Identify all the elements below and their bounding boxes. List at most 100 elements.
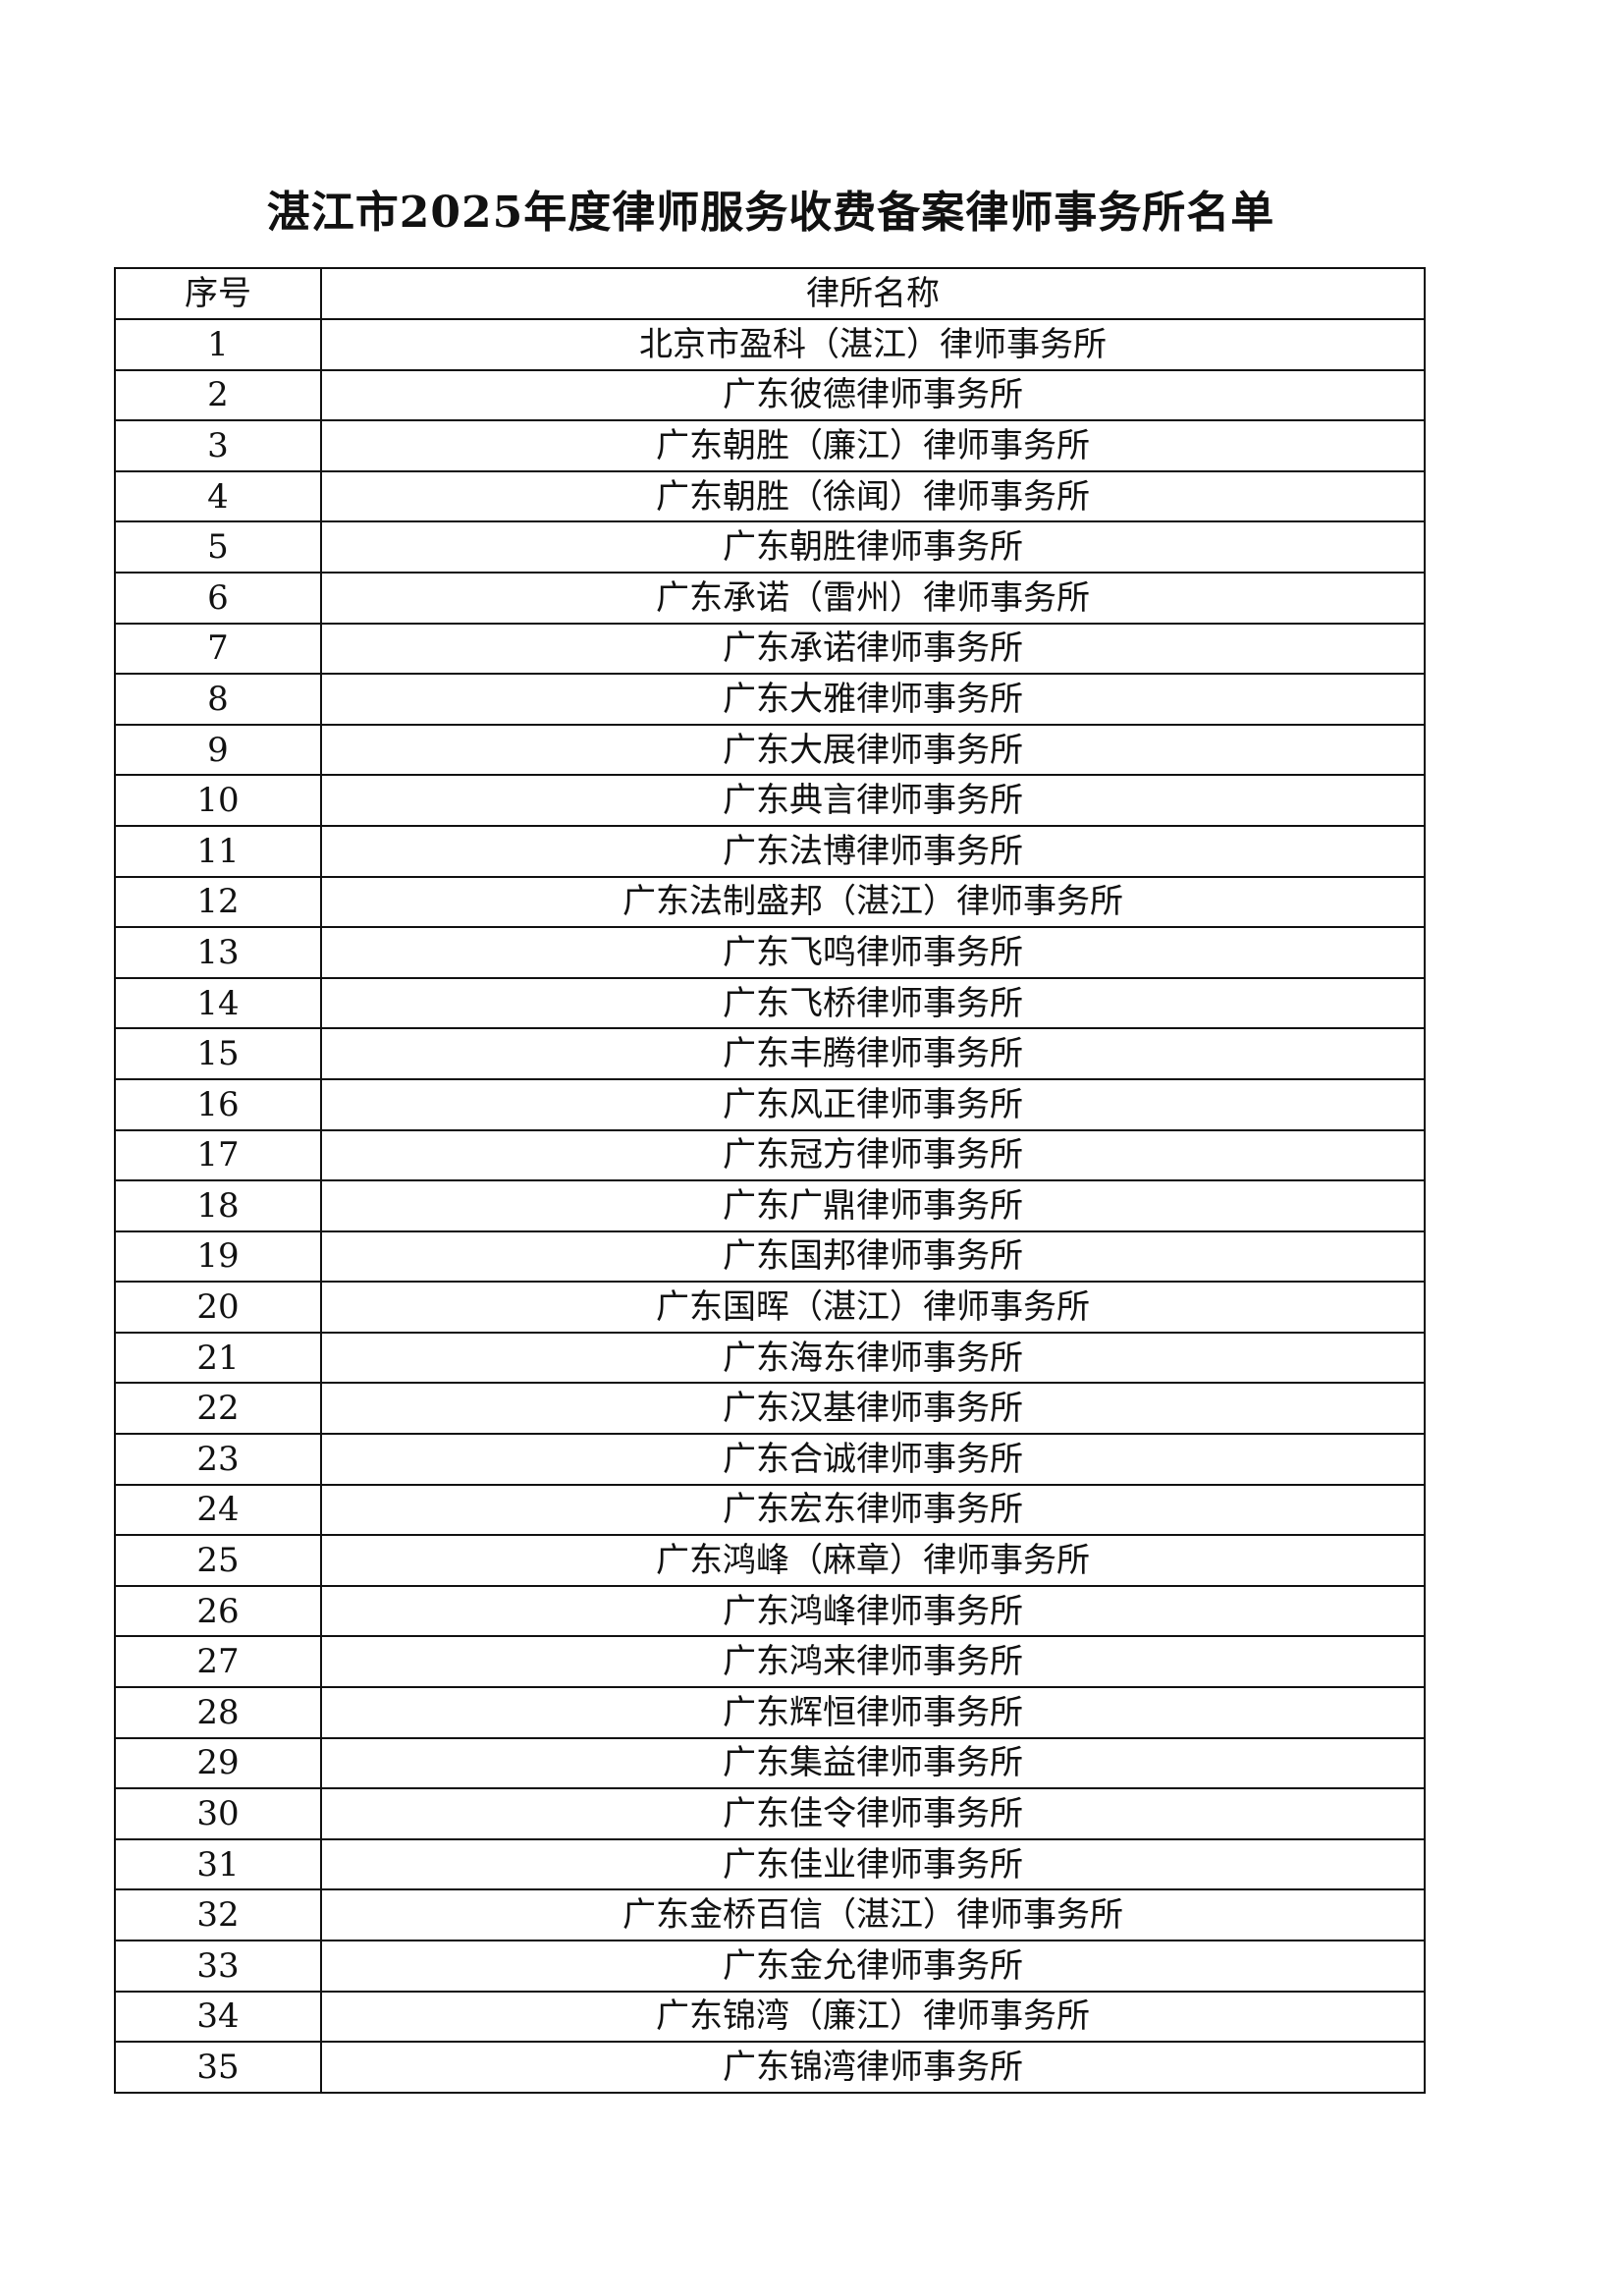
row-firm-name: 广东国晖（湛江）律师事务所 [320, 1281, 1426, 1334]
row-firm-name: 广东朝胜（徐闻）律师事务所 [320, 469, 1426, 523]
row-index: 6 [114, 571, 322, 625]
table-row: 18 广东广鼎律师事务所 [114, 1179, 1426, 1232]
row-index: 9 [114, 723, 322, 777]
table-row: 8 广东大雅律师事务所 [114, 673, 1426, 726]
row-firm-name: 广东法博律师事务所 [320, 824, 1426, 878]
row-firm-name: 北京市盈科（湛江）律师事务所 [320, 318, 1426, 371]
row-firm-name: 广东合诚律师事务所 [320, 1433, 1426, 1486]
row-index: 26 [114, 1584, 322, 1638]
table-row: 28 广东辉恒律师事务所 [114, 1686, 1426, 1739]
row-index: 32 [114, 1888, 322, 1941]
table-row: 16 广东风正律师事务所 [114, 1077, 1426, 1131]
row-firm-name: 广东锦湾（廉江）律师事务所 [320, 1990, 1426, 2044]
table-row: 33 广东金允律师事务所 [114, 1940, 1426, 1993]
row-firm-name: 广东海东律师事务所 [320, 1331, 1426, 1385]
row-firm-name: 广东朝胜律师事务所 [320, 520, 1426, 574]
table-row: 12 广东法制盛邦（湛江）律师事务所 [114, 875, 1426, 929]
row-index: 13 [114, 926, 322, 979]
document-title: 湛江市2025年度律师服务收费备案律师事务所名单 [266, 188, 1275, 238]
row-index: 19 [114, 1230, 322, 1284]
row-firm-name: 广东飞鸣律师事务所 [320, 926, 1426, 979]
table-row: 20 广东国晖（湛江）律师事务所 [114, 1281, 1426, 1334]
row-index: 2 [114, 368, 322, 422]
row-index: 28 [114, 1686, 322, 1739]
table-row: 11 广东法博律师事务所 [114, 824, 1426, 878]
row-index: 20 [114, 1281, 322, 1334]
table-row: 1 北京市盈科（湛江）律师事务所 [114, 318, 1426, 371]
table-row: 26 广东鸿峰律师事务所 [114, 1584, 1426, 1638]
row-index: 15 [114, 1027, 322, 1080]
table-row: 30 广东佳令律师事务所 [114, 1787, 1426, 1840]
row-index: 25 [114, 1534, 322, 1587]
row-firm-name: 广东承诺律师事务所 [320, 622, 1426, 676]
row-index: 5 [114, 520, 322, 574]
table-row: 24 广东宏东律师事务所 [114, 1483, 1426, 1537]
table-row: 25 广东鸿峰（麻章）律师事务所 [114, 1534, 1426, 1587]
row-firm-name: 广东冠方律师事务所 [320, 1128, 1426, 1182]
table-row: 22 广东汉基律师事务所 [114, 1382, 1426, 1436]
table-row: 19 广东国邦律师事务所 [114, 1230, 1426, 1284]
row-firm-name: 广东飞桥律师事务所 [320, 976, 1426, 1030]
row-firm-name: 广东宏东律师事务所 [320, 1483, 1426, 1537]
row-firm-name: 广东鸿来律师事务所 [320, 1635, 1426, 1689]
row-firm-name: 广东佳令律师事务所 [320, 1787, 1426, 1840]
row-index: 3 [114, 419, 322, 472]
row-firm-name: 广东辉恒律师事务所 [320, 1686, 1426, 1739]
row-firm-name: 广东金允律师事务所 [320, 1940, 1426, 1993]
row-index: 31 [114, 1837, 322, 1891]
row-index: 8 [114, 673, 322, 726]
row-firm-name: 广东丰腾律师事务所 [320, 1027, 1426, 1080]
table-row: 34 广东锦湾（廉江）律师事务所 [114, 1990, 1426, 2044]
row-index: 7 [114, 622, 322, 676]
table-row: 5 广东朝胜律师事务所 [114, 520, 1426, 574]
row-index: 30 [114, 1787, 322, 1840]
row-index: 17 [114, 1128, 322, 1182]
table-row: 15 广东丰腾律师事务所 [114, 1027, 1426, 1080]
header-firm-name: 律所名称 [320, 267, 1426, 320]
row-firm-name: 广东法制盛邦（湛江）律师事务所 [320, 875, 1426, 929]
table-row: 13 广东飞鸣律师事务所 [114, 926, 1426, 979]
row-index: 35 [114, 2041, 322, 2094]
row-firm-name: 广东佳业律师事务所 [320, 1837, 1426, 1891]
table-row: 9 广东大展律师事务所 [114, 723, 1426, 777]
row-index: 18 [114, 1179, 322, 1232]
row-index: 22 [114, 1382, 322, 1436]
row-firm-name: 广东风正律师事务所 [320, 1077, 1426, 1131]
table-row: 14 广东飞桥律师事务所 [114, 976, 1426, 1030]
table-row: 6 广东承诺（雷州）律师事务所 [114, 571, 1426, 625]
row-index: 16 [114, 1077, 322, 1131]
row-firm-name: 广东汉基律师事务所 [320, 1382, 1426, 1436]
table-row: 17 广东冠方律师事务所 [114, 1128, 1426, 1182]
law-firm-table: 序号 律所名称 1 北京市盈科（湛江）律师事务所 2 广东彼德律师事务所 3 广东朝胜（廉… [114, 267, 1426, 2094]
table-row: 29 广东集益律师事务所 [114, 1736, 1426, 1790]
row-index: 1 [114, 318, 322, 371]
row-index: 27 [114, 1635, 322, 1689]
row-index: 14 [114, 976, 322, 1030]
row-index: 34 [114, 1990, 322, 2044]
row-firm-name: 广东大雅律师事务所 [320, 673, 1426, 726]
table-row: 32 广东金桥百信（湛江）律师事务所 [114, 1888, 1426, 1941]
table-row: 35 广东锦湾律师事务所 [114, 2041, 1426, 2094]
row-firm-name: 广东锦湾律师事务所 [320, 2041, 1426, 2094]
table-header-row: 序号 律所名称 [114, 267, 1426, 320]
row-firm-name: 广东朝胜（廉江）律师事务所 [320, 419, 1426, 472]
row-index: 12 [114, 875, 322, 929]
table-row: 10 广东典言律师事务所 [114, 774, 1426, 827]
row-index: 33 [114, 1940, 322, 1993]
row-firm-name: 广东彼德律师事务所 [320, 368, 1426, 422]
row-firm-name: 广东鸿峰（麻章）律师事务所 [320, 1534, 1426, 1587]
row-firm-name: 广东国邦律师事务所 [320, 1230, 1426, 1284]
table-row: 7 广东承诺律师事务所 [114, 622, 1426, 676]
table-row: 3 广东朝胜（廉江）律师事务所 [114, 419, 1426, 472]
table-row: 21 广东海东律师事务所 [114, 1331, 1426, 1385]
row-index: 4 [114, 469, 322, 523]
row-firm-name: 广东典言律师事务所 [320, 774, 1426, 827]
row-firm-name: 广东集益律师事务所 [320, 1736, 1426, 1790]
row-index: 29 [114, 1736, 322, 1790]
table-row: 31 广东佳业律师事务所 [114, 1837, 1426, 1891]
row-firm-name: 广东承诺（雷州）律师事务所 [320, 571, 1426, 625]
row-index: 21 [114, 1331, 322, 1385]
row-firm-name: 广东鸿峰律师事务所 [320, 1584, 1426, 1638]
table-row: 23 广东合诚律师事务所 [114, 1433, 1426, 1486]
row-index: 11 [114, 824, 322, 878]
